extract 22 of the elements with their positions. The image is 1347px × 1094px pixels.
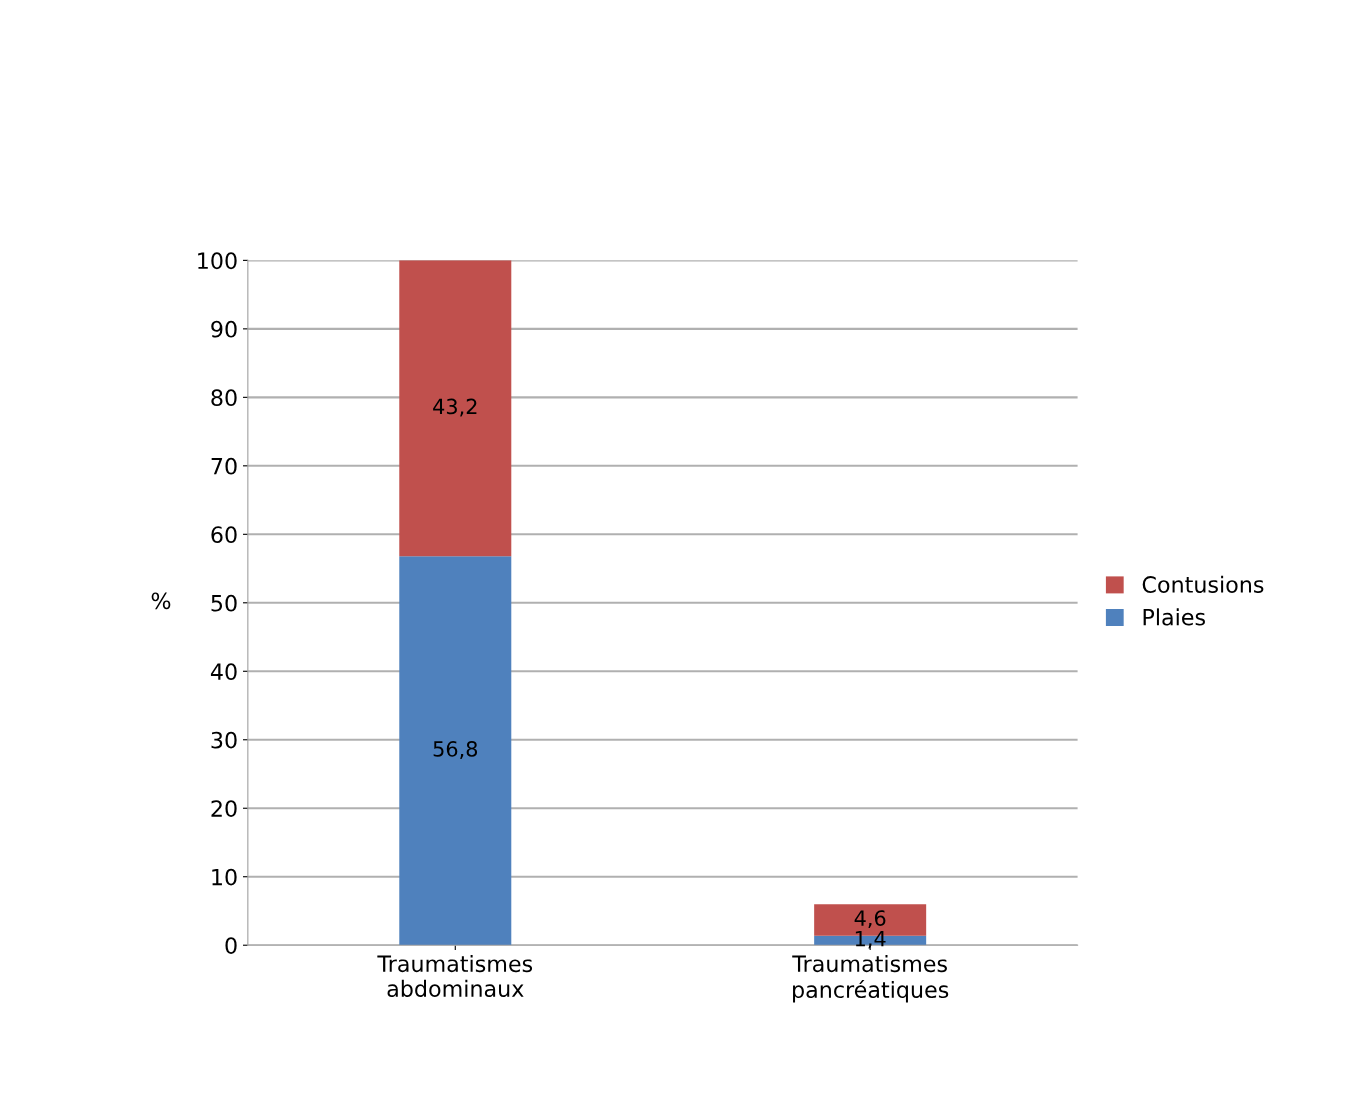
- y-tick-label: 60: [211, 526, 237, 544]
- data-label: 4,6: [854, 910, 886, 929]
- y-tick-label: 20: [211, 800, 237, 818]
- bar: [399, 260, 512, 557]
- y-tick-label: 30: [211, 731, 237, 749]
- x-tick-label: Traumatismes abdominaux: [377, 954, 533, 998]
- y-tick-label: 40: [210, 663, 237, 681]
- data-label: 56,8: [433, 741, 478, 759]
- y-axis-title: %: [151, 592, 171, 610]
- legend-label: Plaies: [1143, 608, 1205, 626]
- y-tick-label: 0: [225, 937, 237, 954]
- x-tick-label: Traumatismes pancréatiques: [792, 954, 949, 1003]
- y-tick-label: 100: [198, 252, 237, 270]
- y-tick-label: 10: [212, 868, 237, 886]
- y-tick-label: 90: [211, 320, 237, 338]
- bar: [399, 556, 512, 946]
- data-label: 1,4: [855, 930, 886, 949]
- y-tick-label: 80: [211, 389, 237, 407]
- y-tick-label: 70: [211, 457, 237, 475]
- y-tick-label: 50: [211, 594, 237, 612]
- legend-label: Contusions: [1142, 575, 1264, 593]
- data-label: 43,2: [433, 398, 477, 417]
